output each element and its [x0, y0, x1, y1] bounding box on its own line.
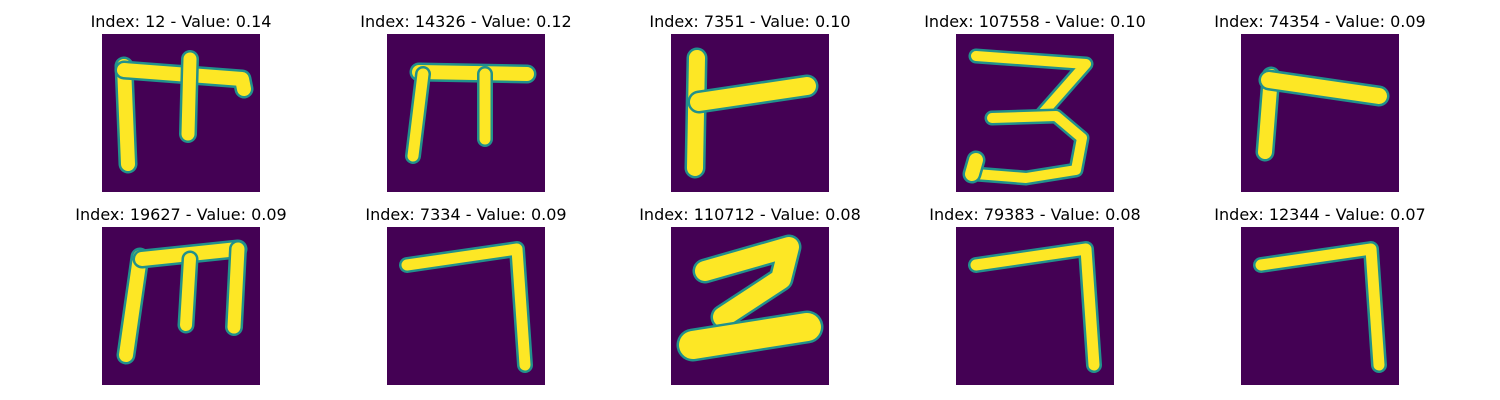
glyph-stroke: [117, 63, 251, 96]
digit-image: [387, 34, 545, 192]
panel-title: Index: 12 - Value: 0.14: [90, 12, 272, 31]
digit-image: [387, 227, 545, 385]
panel-title: Index: 7351 - Value: 0.10: [649, 12, 851, 31]
glyph-stroke: [407, 68, 429, 162]
glyph-stroke: [401, 243, 531, 371]
glyph-stroke: [679, 313, 821, 359]
digit-image: [102, 34, 260, 192]
panel-title: Index: 12344 - Value: 0.07: [1214, 205, 1426, 224]
glyph-stroke: [965, 153, 983, 181]
digit-image: [671, 227, 829, 385]
digit-image: [956, 34, 1114, 192]
panel-title: Index: 74354 - Value: 0.09: [1214, 12, 1426, 31]
panel-title: Index: 79383 - Value: 0.08: [929, 205, 1141, 224]
glyph-stroke: [181, 52, 197, 141]
glyph-stroke: [412, 65, 534, 81]
glyph-stroke: [119, 250, 147, 362]
glyph-stroke: [227, 242, 245, 334]
glyph-stroke: [695, 237, 799, 327]
glyph-stroke: [970, 243, 1100, 371]
digit-image: [671, 34, 829, 192]
panel-title: Index: 14326 - Value: 0.12: [360, 12, 572, 31]
panel-title: Index: 19627 - Value: 0.09: [75, 205, 287, 224]
glyph-stroke: [1255, 243, 1385, 371]
digit-image: [1241, 34, 1399, 192]
glyph-stroke: [690, 77, 816, 111]
glyph-stroke: [971, 51, 1091, 119]
glyph-stroke: [117, 59, 135, 171]
digit-image: [956, 227, 1114, 385]
glyph-stroke: [971, 111, 1087, 183]
panel-title: Index: 110712 - Value: 0.08: [639, 205, 861, 224]
glyph-stroke: [1261, 72, 1387, 104]
digit-image: [1241, 227, 1399, 385]
panel-title: Index: 7334 - Value: 0.09: [365, 205, 567, 224]
digit-image: [102, 227, 260, 385]
glyph-stroke: [180, 253, 196, 331]
panel-title: Index: 107558 - Value: 0.10: [924, 12, 1146, 31]
